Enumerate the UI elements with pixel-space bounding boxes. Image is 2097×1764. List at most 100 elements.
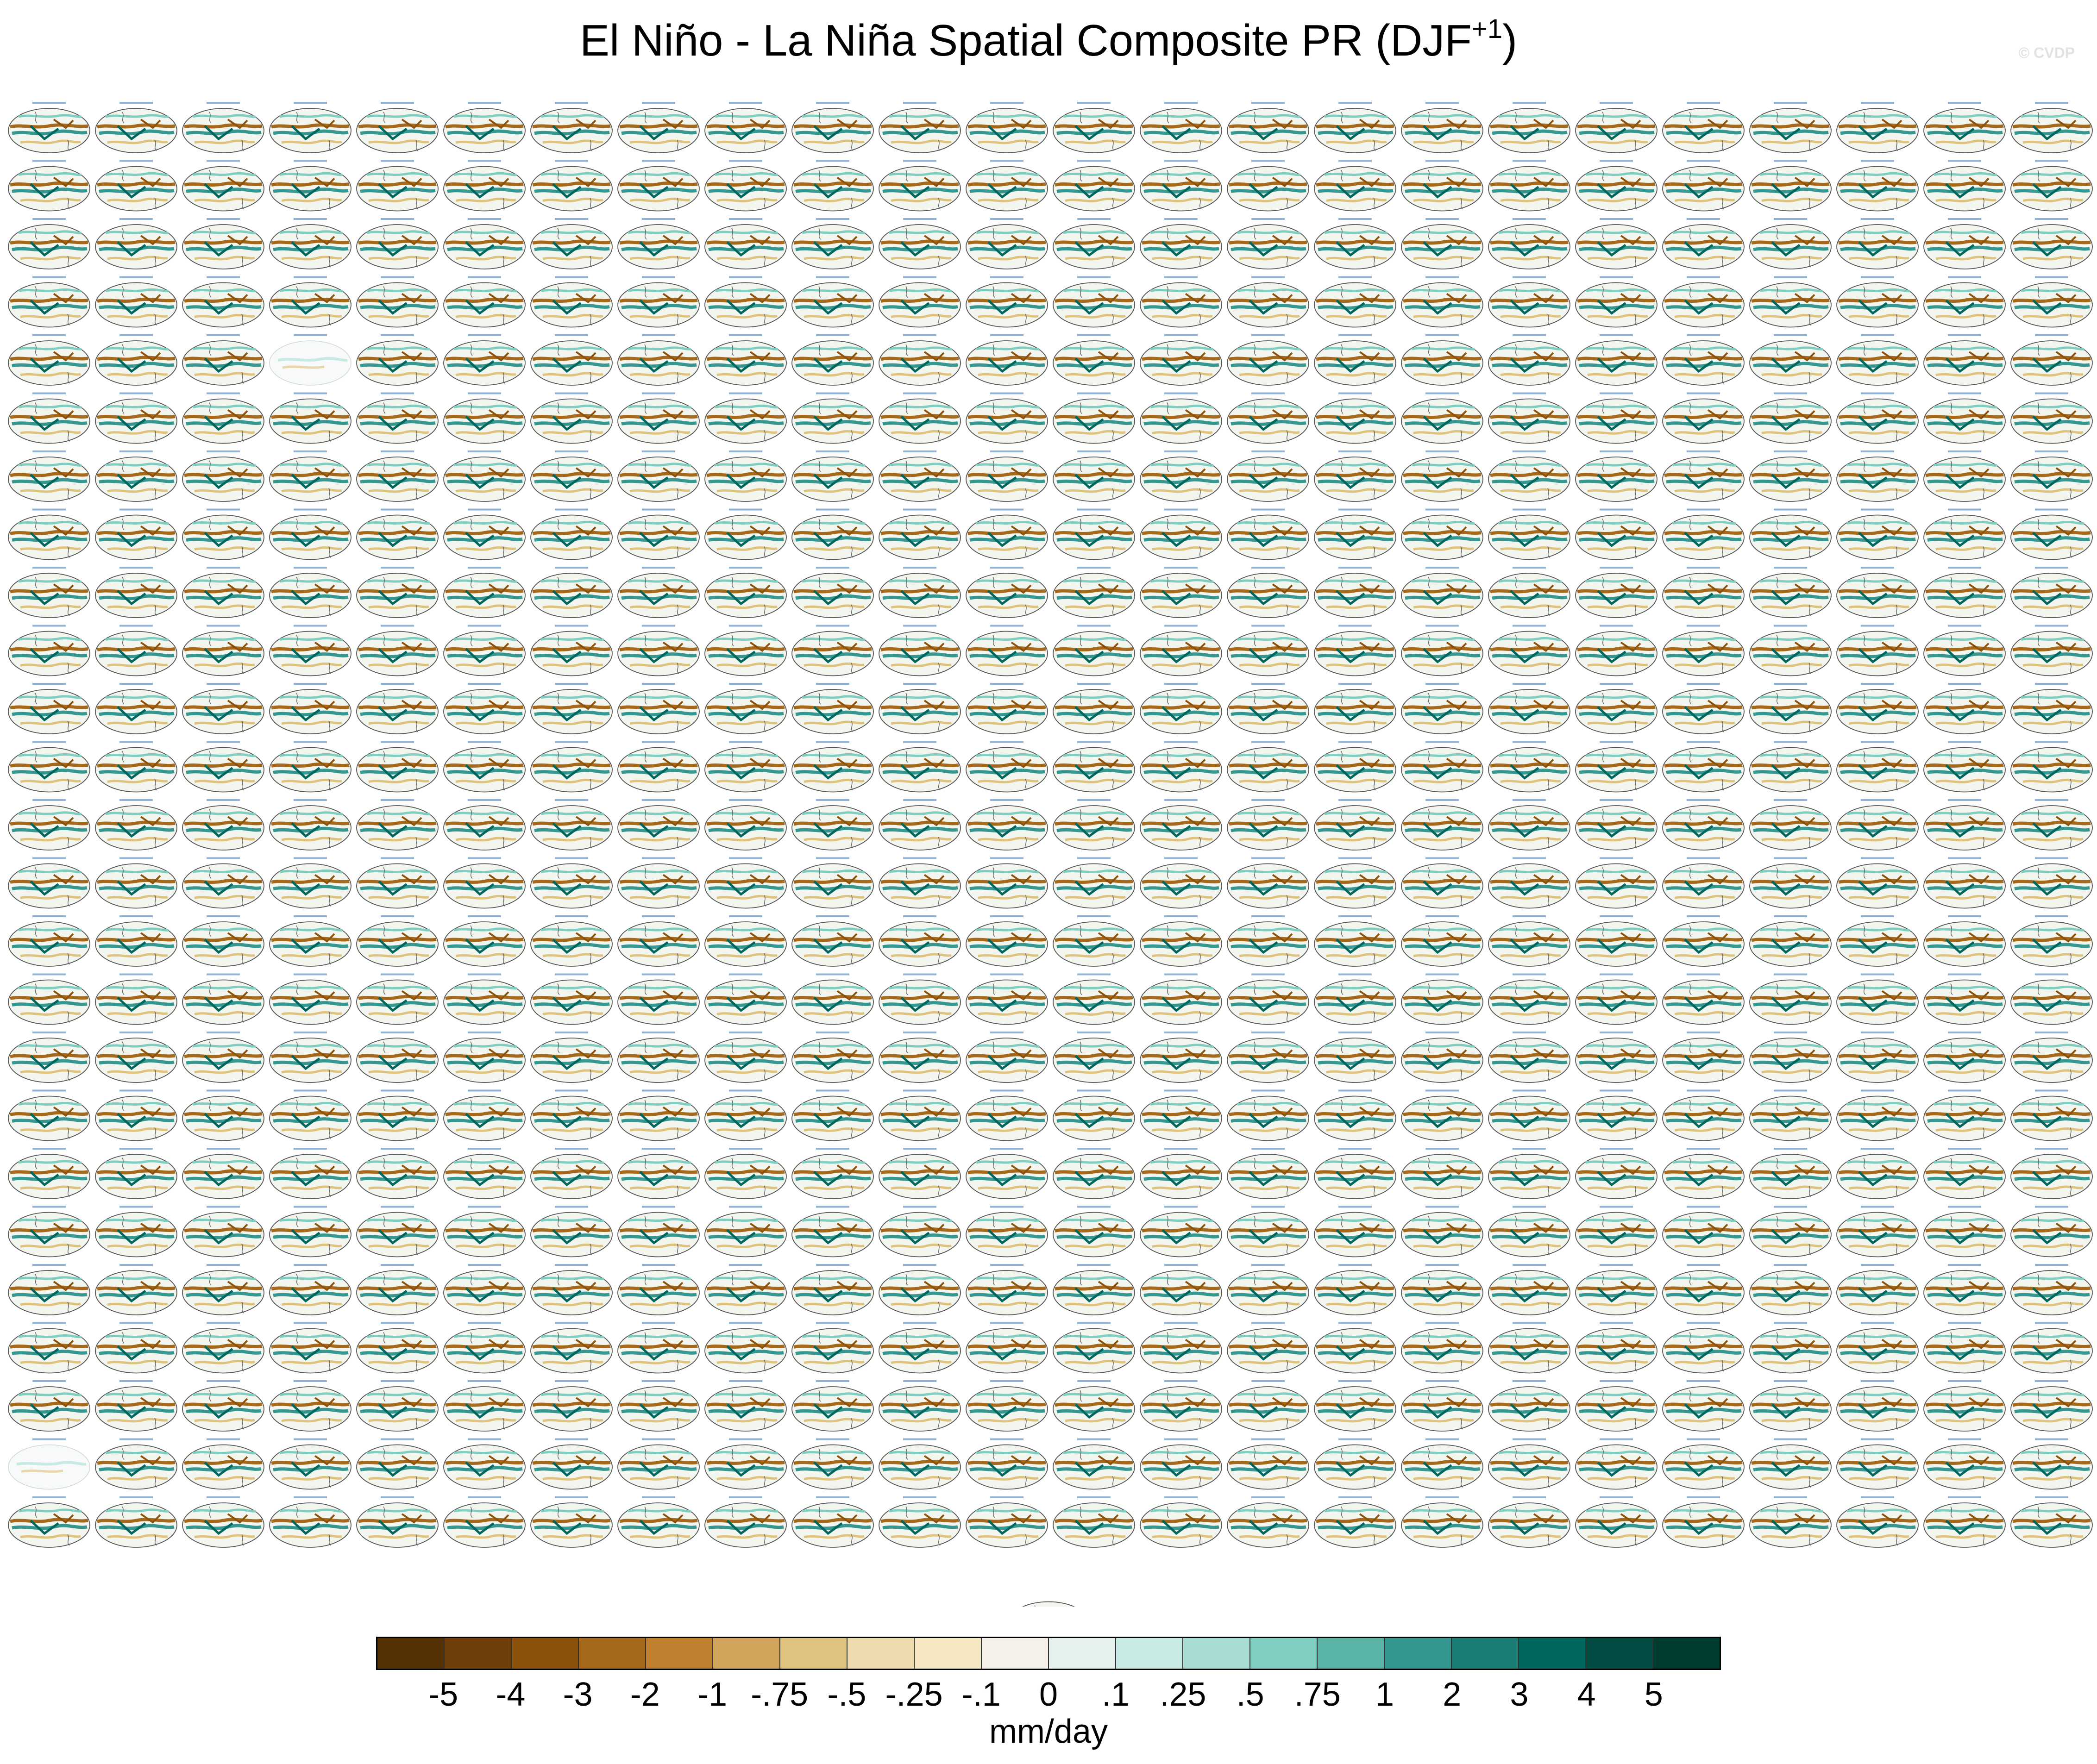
map-panel <box>357 108 438 153</box>
panel-caption <box>294 1148 327 1150</box>
map-panel <box>444 980 525 1025</box>
map-panel <box>270 515 351 560</box>
map-panel <box>1488 457 1570 501</box>
map-panel <box>182 632 264 676</box>
panel-caption <box>555 1206 588 1208</box>
colorbar-tick-label: 1 <box>1375 1676 1394 1713</box>
panel-caption <box>1425 276 1459 278</box>
panel-caption <box>642 334 675 336</box>
panel-caption <box>381 218 414 220</box>
panel-caption <box>1338 741 1372 743</box>
panel-caption <box>468 1264 501 1266</box>
panel-caption <box>1251 1089 1285 1092</box>
panel-caption <box>1861 973 1894 976</box>
panel-caption <box>119 1264 153 1266</box>
map-panel <box>444 1387 525 1431</box>
map-panel <box>182 1503 264 1547</box>
map-panel <box>1488 632 1570 676</box>
panel-caption <box>1600 1264 1633 1266</box>
panel-caption <box>1774 1264 1807 1266</box>
map-panel <box>1053 980 1135 1025</box>
panel-caption <box>1338 1148 1372 1150</box>
panel-caption <box>119 276 153 278</box>
map-panel <box>705 573 786 618</box>
map-panel <box>531 457 612 501</box>
panel-caption <box>119 857 153 859</box>
map-panel <box>1401 225 1483 269</box>
map-panel <box>1837 748 1918 792</box>
map-panel <box>1053 573 1135 618</box>
map-panel <box>1227 1503 1309 1547</box>
panel-caption <box>1861 1148 1894 1150</box>
panel-caption <box>1861 625 1894 627</box>
panel-caption <box>32 1264 66 1266</box>
map-panel <box>1227 108 1309 153</box>
colorbar-swatch <box>512 1638 579 1669</box>
panel-caption <box>555 450 588 452</box>
panel-caption <box>990 741 1023 743</box>
panel-caption <box>1513 741 1546 743</box>
map-panel <box>792 1213 873 1257</box>
map-panel <box>1314 225 1396 269</box>
panel-caption <box>1861 1089 1894 1092</box>
panel-caption <box>816 683 849 685</box>
panel-caption <box>816 799 849 801</box>
panel-caption <box>1077 334 1111 336</box>
map-panel <box>618 1387 699 1431</box>
colorbar-tick-label: 0 <box>1039 1676 1058 1713</box>
map-panel <box>1314 1154 1396 1199</box>
map-panel <box>1140 632 1222 676</box>
map-panel <box>95 399 177 444</box>
panel-caption <box>1338 1438 1372 1440</box>
panel-caption <box>207 799 240 801</box>
panel-grid <box>0 102 2097 1607</box>
panel-caption <box>1600 857 1633 859</box>
map-panel <box>2011 1096 2092 1141</box>
panel-caption <box>903 160 936 162</box>
panel-caption <box>2035 392 2068 394</box>
map-panel <box>1576 1503 1657 1547</box>
map-panel <box>1488 399 1570 444</box>
panel-caption <box>729 857 762 859</box>
map-panel <box>1663 1038 1744 1082</box>
panel-caption <box>1687 741 1720 743</box>
panel-caption <box>207 741 240 743</box>
map-panel <box>618 1154 699 1199</box>
panel-caption <box>2035 218 2068 220</box>
panel-caption <box>1425 625 1459 627</box>
panel-caption <box>1425 683 1459 685</box>
map-panel <box>8 341 90 385</box>
panel-caption <box>2035 799 2068 801</box>
map-panel <box>1401 167 1483 211</box>
panel-caption <box>1600 1380 1633 1382</box>
panel-caption <box>468 683 501 685</box>
map-panel <box>1053 1445 1135 1489</box>
panel-caption <box>1425 973 1459 976</box>
panel-caption <box>1164 857 1198 859</box>
map-panel <box>182 573 264 618</box>
panel-caption <box>1861 1496 1894 1498</box>
colorbar-tick-label: -2 <box>630 1676 660 1713</box>
map-panel <box>1750 1445 1831 1489</box>
map-panel <box>618 1445 699 1489</box>
colorbar-tick-label: -.5 <box>827 1676 866 1713</box>
panel-caption <box>1513 1089 1546 1092</box>
map-panel <box>8 573 90 618</box>
map-panel <box>705 283 786 327</box>
panel-caption <box>1077 1206 1111 1208</box>
panel-caption <box>1774 741 1807 743</box>
map-panel <box>1227 1096 1309 1141</box>
map-panel <box>182 1096 264 1141</box>
map-panel <box>1401 748 1483 792</box>
panel-caption <box>1774 1089 1807 1092</box>
panel-caption <box>1774 450 1807 452</box>
map-panel <box>1488 341 1570 385</box>
panel-caption <box>1600 1496 1633 1498</box>
panel-caption <box>729 973 762 976</box>
panel-caption <box>1861 683 1894 685</box>
map-panel <box>182 399 264 444</box>
panel-caption <box>903 857 936 859</box>
map-panel <box>705 980 786 1025</box>
panel-caption <box>468 1148 501 1150</box>
panel-caption <box>1513 508 1546 511</box>
